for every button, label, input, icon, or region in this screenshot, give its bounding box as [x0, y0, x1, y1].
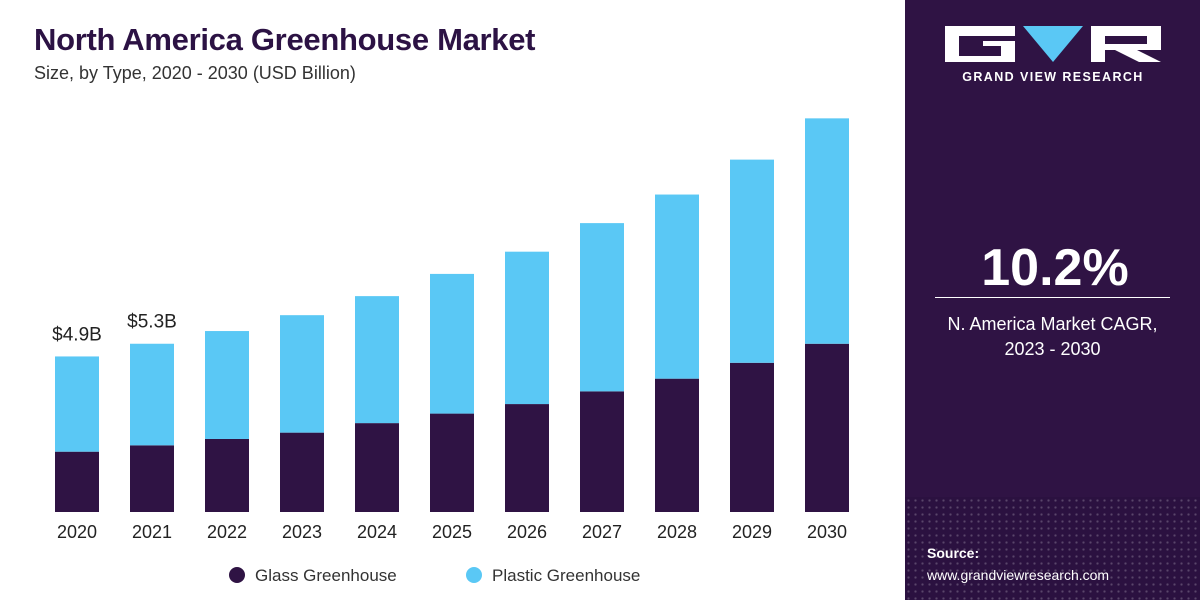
x-tick-label-2027: 2027: [582, 522, 622, 542]
x-tick-label-2024: 2024: [357, 522, 397, 542]
bar-glass-2029: [730, 362, 774, 512]
legend-marker-glass: [229, 567, 245, 583]
bar-plastic-2029: [730, 159, 774, 363]
bar-plastic-2028: [655, 194, 699, 379]
data-label-2020: $4.9B: [52, 324, 102, 345]
x-tick-label-2030: 2030: [807, 522, 847, 542]
gvr-logo-icon: [945, 26, 1161, 62]
bar-plastic-2020: [55, 356, 99, 452]
data-label-2021: $5.3B: [127, 312, 177, 333]
bars-layer: [55, 118, 849, 512]
chart-title: North America Greenhouse Market: [34, 22, 536, 57]
stacked-bar-chart: $4.9B$5.3B 2020 2021 2022 2023 2024 2025 2026 2…: [52, 118, 849, 585]
bar-plastic-2023: [280, 315, 324, 433]
divider: [935, 297, 1170, 298]
cagr-value: 10.2%: [981, 239, 1129, 297]
cagr-label-line2: 2023 - 2030: [1004, 339, 1101, 359]
bar-glass-2024: [355, 423, 399, 512]
chart-subtitle: Size, by Type, 2020 - 2030 (USD Billion): [34, 63, 356, 83]
x-tick-label-2025: 2025: [432, 522, 472, 542]
chart-panel: North America Greenhouse Market Size, by…: [34, 22, 849, 585]
cagr-label-line1: N. America Market CAGR,: [947, 314, 1158, 334]
legend: Glass Greenhouse Plastic Greenhouse: [229, 566, 640, 585]
bar-glass-2021: [130, 445, 174, 512]
source-url: www.grandviewresearch.com: [927, 567, 1110, 583]
bar-plastic-2021: [130, 343, 174, 446]
bar-glass-2026: [505, 404, 549, 512]
bar-plastic-2024: [355, 296, 399, 424]
bar-glass-2030: [805, 343, 849, 512]
x-tick-label-2026: 2026: [507, 522, 547, 542]
bar-plastic-2027: [580, 223, 624, 392]
bar-glass-2023: [280, 432, 324, 512]
x-tick-label-2020: 2020: [57, 522, 97, 542]
legend-label-plastic: Plastic Greenhouse: [492, 566, 640, 585]
bar-glass-2022: [205, 438, 249, 512]
info-sidebar: GRAND VIEW RESEARCH 10.2% N. America Mar…: [905, 0, 1200, 600]
bar-plastic-2025: [430, 273, 474, 414]
x-tick-label-2028: 2028: [657, 522, 697, 542]
legend-marker-plastic: [466, 567, 482, 583]
x-tick-label-2023: 2023: [282, 522, 322, 542]
bar-plastic-2022: [205, 331, 249, 439]
x-axis-labels: 2020 2021 2022 2023 2024 2025 2026 2027 2028 2029…: [57, 522, 847, 542]
x-tick-label-2022: 2022: [207, 522, 247, 542]
brand-name: GRAND VIEW RESEARCH: [962, 70, 1144, 84]
source-label: Source:: [927, 545, 980, 561]
bar-glass-2028: [655, 378, 699, 512]
grand-view-research-logo: GRAND VIEW RESEARCH: [943, 22, 1163, 92]
x-tick-label-2021: 2021: [132, 522, 172, 542]
cagr-label: N. America Market CAGR, 2023 - 2030: [925, 312, 1180, 362]
bar-plastic-2026: [505, 251, 549, 405]
bar-plastic-2030: [805, 118, 849, 344]
source-area: Source: www.grandviewresearch.com: [905, 497, 1200, 600]
bar-glass-2020: [55, 451, 99, 512]
legend-label-glass: Glass Greenhouse: [255, 566, 397, 585]
bar-glass-2027: [580, 391, 624, 512]
labels-layer: $4.9B $5.3B: [52, 312, 177, 346]
bar-glass-2025: [430, 413, 474, 512]
x-tick-label-2029: 2029: [732, 522, 772, 542]
